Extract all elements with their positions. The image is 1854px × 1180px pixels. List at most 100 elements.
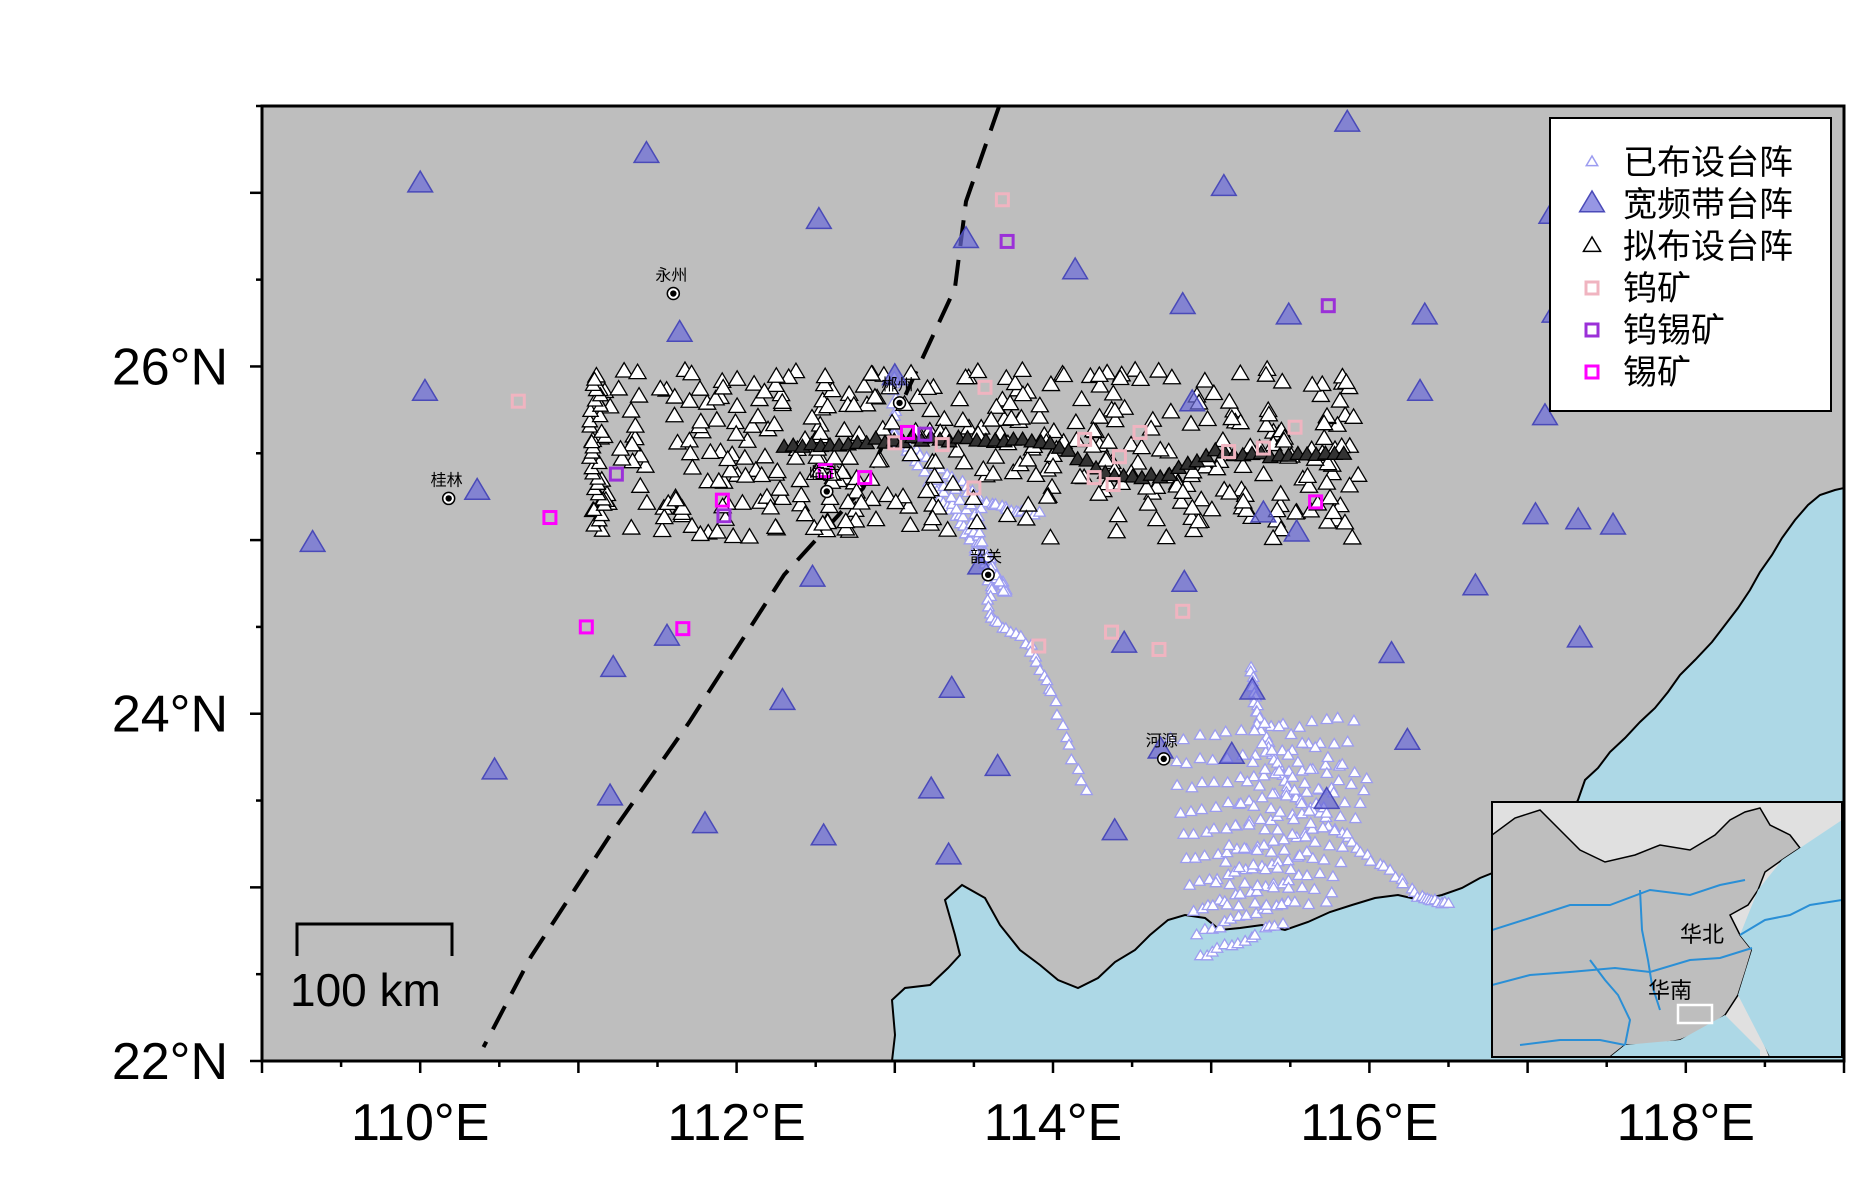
deployed-station: [1205, 753, 1220, 765]
x-tick-label: 116°E: [1300, 1094, 1438, 1152]
deployed-station: [1353, 845, 1368, 857]
inset-rivers: [1492, 879, 1842, 1046]
inset-sea-south: [1610, 1015, 1760, 1057]
planned-station: [1202, 500, 1222, 517]
legend-label-tungsten_tin: 钨锡矿: [1623, 311, 1725, 351]
legend-box: [1549, 117, 1832, 412]
planned-station: [1070, 467, 1090, 484]
planned-station: [682, 516, 702, 533]
city-label: 河源: [1146, 731, 1178, 750]
tungsten-mine: [1151, 641, 1167, 657]
deployed-station: [1326, 869, 1340, 882]
deployed-station: [1179, 851, 1194, 864]
deployed-station: [1219, 822, 1234, 834]
x-tick-label: 114°E: [984, 1094, 1122, 1152]
deployed-station: [1303, 816, 1318, 829]
broadband-station: [1531, 402, 1559, 426]
planned-station: [1089, 407, 1110, 424]
planned-station: [778, 367, 799, 385]
planned-station: [795, 505, 815, 522]
planned-station: [1059, 442, 1078, 457]
deployed-station: [1250, 878, 1265, 891]
deployed-station: [1275, 743, 1290, 756]
deployed-station: [1320, 766, 1334, 779]
deployed-station: [1281, 881, 1296, 893]
planned-station: [718, 449, 738, 467]
deployed-station: [1062, 738, 1076, 750]
broadband-station: [1521, 501, 1550, 525]
deployed-station: [1255, 790, 1269, 803]
deployed-station: [1250, 843, 1265, 856]
deployed-station: [972, 525, 987, 538]
deployed-station: [1242, 794, 1256, 806]
planned-station: [1183, 462, 1203, 479]
planned-station: [921, 400, 941, 418]
city-label: 郴州: [882, 375, 914, 394]
planned-station: [1161, 402, 1181, 419]
deployed-station: [1383, 863, 1397, 875]
planned-station: [650, 379, 671, 396]
deployed-station: [1344, 777, 1359, 790]
broadband-station: [1238, 676, 1266, 700]
planned-station: [1029, 407, 1050, 424]
broadband-station: [1461, 572, 1490, 596]
tungsten-mine: [1221, 444, 1237, 460]
planned-station: [1271, 484, 1291, 501]
broadband-station: [1333, 108, 1361, 132]
broadband-station: [1406, 378, 1434, 402]
broadband-station: [1393, 727, 1422, 751]
deployed-station: [1209, 800, 1223, 812]
planned-station: [1150, 440, 1170, 457]
planned-station: [839, 448, 860, 465]
tungsten-mine: [1111, 449, 1127, 465]
deployed-station: [1258, 762, 1272, 775]
x-tick-label: 118°E: [1617, 1094, 1755, 1152]
city-marker-dot: [445, 495, 452, 502]
planned-station: [1181, 414, 1201, 431]
planned-station: [807, 447, 827, 464]
deployed-station: [1295, 880, 1309, 893]
planned-station: [625, 416, 646, 433]
planned-station: [1317, 512, 1338, 529]
planned-station: [612, 449, 632, 466]
deployed-station: [990, 615, 1005, 628]
planned-station: [949, 389, 970, 407]
planned-station: [1233, 456, 1253, 473]
planned-station: [824, 448, 844, 465]
broadband-station: [1282, 518, 1311, 542]
planned-station: [1286, 503, 1306, 520]
deployed-station: [1335, 840, 1350, 852]
deployed-station: [1253, 812, 1268, 825]
deployed-station: [1239, 908, 1254, 921]
planned-station: [726, 424, 746, 441]
deployed-station: [1276, 916, 1290, 929]
planned-station: [622, 435, 642, 452]
tungsten-mine: [966, 480, 982, 496]
broadband-station: [881, 362, 909, 386]
deployed-station: [1170, 778, 1184, 791]
deployed-station: [1264, 801, 1278, 814]
deployed-station: [1186, 827, 1201, 839]
deployed-station: [1217, 937, 1232, 950]
broadband-station: [983, 753, 1012, 777]
tin-mine: [714, 492, 730, 508]
planned-station: [1089, 484, 1109, 501]
deployed-station: [1327, 823, 1342, 836]
planned-station: [764, 414, 785, 432]
planned-station: [1253, 464, 1274, 482]
deployed-station: [1220, 845, 1234, 858]
broadband-station: [406, 169, 434, 193]
broadband-station: [1178, 388, 1206, 412]
legend-label-planned: 拟布设台阵: [1623, 227, 1793, 267]
tungsten-mine: [510, 393, 526, 409]
planned-station: [1230, 363, 1251, 381]
deployed-station: [1207, 775, 1221, 788]
planned-station: [1314, 414, 1334, 431]
deployed-station: [1233, 796, 1248, 809]
planned-station: [882, 413, 902, 430]
deployed-station: [1292, 848, 1307, 861]
planned-station: [908, 387, 928, 405]
deployed-station: [1258, 862, 1273, 875]
scale-bar: 100 km: [290, 922, 454, 1016]
planned-station: [814, 374, 835, 392]
